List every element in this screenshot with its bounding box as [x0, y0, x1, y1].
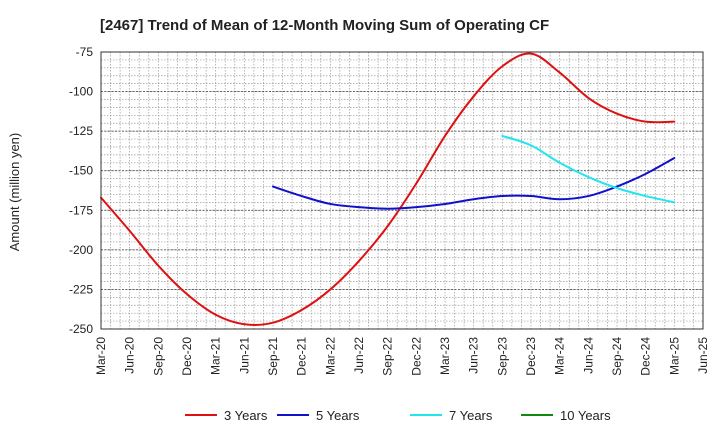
- y-tick-label: -75: [76, 45, 94, 59]
- series-line-7-years: [501, 134, 676, 204]
- y-tick-label: -250: [69, 322, 93, 336]
- y-tick-label: -225: [69, 282, 93, 296]
- legend: 3 Years 5 Years 7 Years 10 Years: [185, 408, 611, 423]
- x-tick-label: Sep-21: [266, 337, 280, 376]
- chart-title: [2467] Trend of Mean of 12-Month Moving …: [100, 17, 549, 34]
- x-tick-label: Jun-21: [237, 337, 251, 374]
- x-tick-label: Jun-23: [467, 337, 481, 374]
- x-tick-label: Mar-22: [323, 337, 337, 375]
- x-tick-label: Sep-23: [495, 337, 509, 376]
- x-tick-label: Jun-25: [696, 337, 710, 374]
- x-tick-label: Dec-21: [295, 337, 309, 376]
- x-tick-label: Dec-20: [180, 337, 194, 376]
- y-tick-label: -150: [69, 164, 93, 178]
- legend-label-10-years: 10 Years: [560, 408, 611, 423]
- x-tick-label: Mar-24: [553, 337, 567, 375]
- x-tick-label: Mar-20: [94, 337, 108, 375]
- x-tick-label: Sep-20: [151, 337, 165, 376]
- legend-label-7-years: 7 Years: [449, 408, 493, 423]
- plot-background: [101, 52, 703, 329]
- x-tick-label: Sep-24: [610, 337, 624, 376]
- legend-label-3-years: 3 Years: [224, 408, 268, 423]
- x-tick-label: Mar-23: [438, 337, 452, 375]
- y-tick-label: -125: [69, 124, 93, 138]
- y-axis-label: Amount (million yen): [7, 133, 22, 252]
- x-tick-label: Jun-22: [352, 337, 366, 374]
- y-tick-label: -100: [69, 85, 93, 99]
- series-line-3-years: [100, 52, 676, 326]
- x-tick-label: Jun-24: [581, 337, 595, 374]
- x-tick-label: Dec-24: [639, 337, 653, 376]
- y-tick-label: -175: [69, 203, 93, 217]
- x-tick-label: Mar-21: [209, 337, 223, 375]
- x-tick-label: Mar-25: [667, 337, 681, 375]
- x-tick-label: Sep-22: [381, 337, 395, 376]
- plot-border: [100, 51, 704, 330]
- legend-label-5-years: 5 Years: [316, 408, 360, 423]
- series-line-5-years: [272, 157, 676, 210]
- y-tick-label: -200: [69, 243, 93, 257]
- x-tick-label: Jun-20: [123, 337, 137, 374]
- x-tick-label: Dec-22: [409, 337, 423, 376]
- x-tick-label: Dec-23: [524, 337, 538, 376]
